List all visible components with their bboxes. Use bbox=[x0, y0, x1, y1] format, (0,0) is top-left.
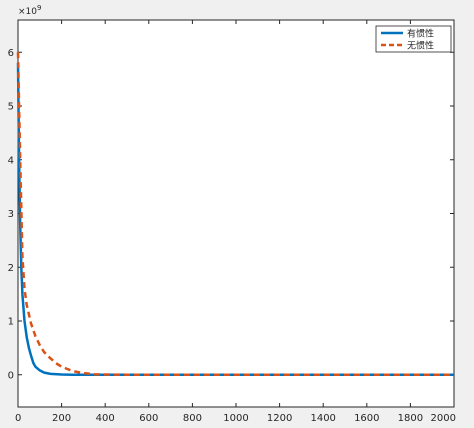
x-tick-label: 200 bbox=[52, 413, 71, 424]
x-tick-label: 1200 bbox=[267, 413, 292, 424]
axes-background bbox=[17, 19, 455, 408]
legend-box bbox=[375, 25, 452, 53]
x-tick-label: 1800 bbox=[398, 413, 423, 424]
y-tick-label: 4 bbox=[8, 155, 14, 166]
legend-label-series-1: 有惯性 bbox=[407, 28, 434, 40]
series-line-2 bbox=[16, 52, 454, 377]
axis-ticks: 0 200 400 600 800 1000 1200 1400 1600 1800 2000 0 1 2… bbox=[8, 20, 456, 424]
y-tick-label: 3 bbox=[8, 209, 14, 220]
x-tick-label: 600 bbox=[139, 413, 158, 424]
y-tick-label: 1 bbox=[8, 317, 14, 328]
y-tick-label: 6 bbox=[8, 48, 14, 59]
x-tick-label: 0 bbox=[15, 413, 21, 424]
y-exponent-power: 9 bbox=[37, 4, 41, 12]
x-tick-label: 1600 bbox=[354, 413, 379, 424]
y-tick-label: 0 bbox=[8, 370, 14, 381]
legend-label-series-2: 无惯性 bbox=[407, 40, 434, 52]
y-tick-label: 2 bbox=[8, 263, 14, 274]
x-tick-label: 1400 bbox=[310, 413, 335, 424]
x-tick-label: 1000 bbox=[223, 413, 248, 424]
x-tick-label: 2000 bbox=[431, 413, 456, 424]
y-exponent-label: ×109 bbox=[18, 4, 41, 17]
plot-area bbox=[16, 52, 454, 377]
x-tick-label: 800 bbox=[183, 413, 202, 424]
x-tick-label: 400 bbox=[96, 413, 115, 424]
y-tick-label: 5 bbox=[8, 102, 14, 113]
legend: 有惯性 无惯性 bbox=[375, 25, 452, 53]
